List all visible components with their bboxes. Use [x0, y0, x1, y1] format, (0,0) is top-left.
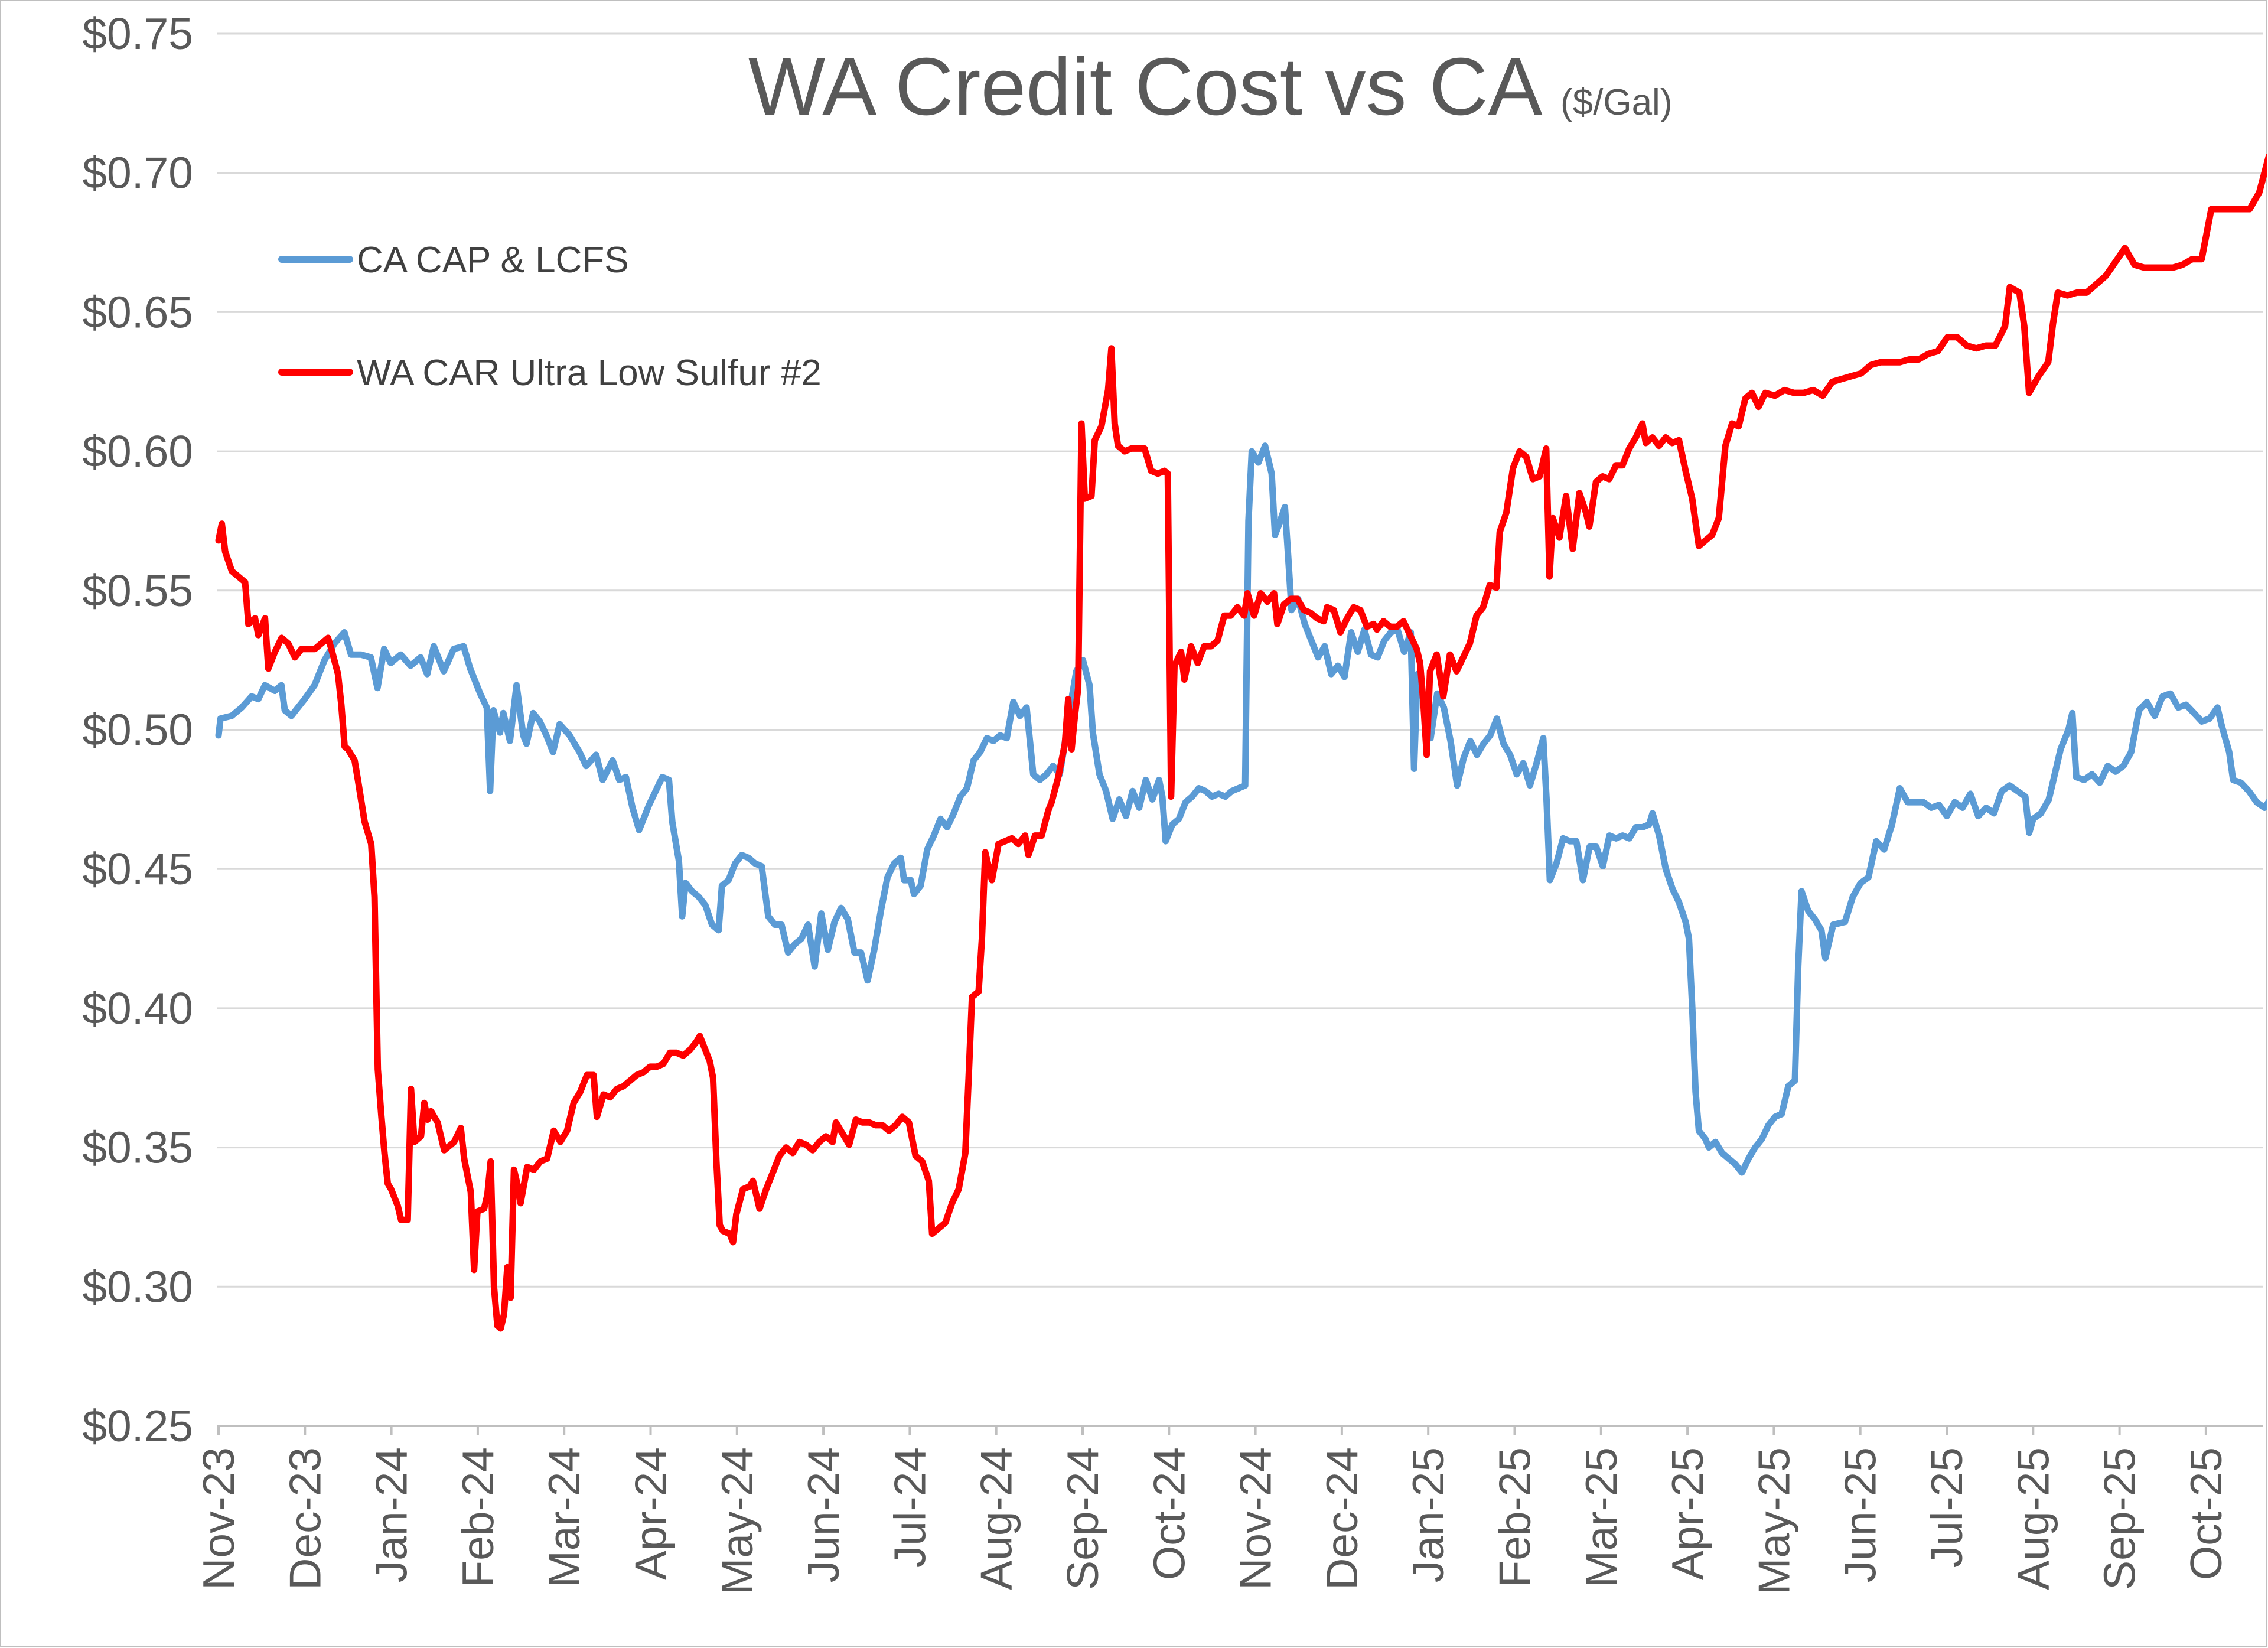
- y-tick-label: $0.75: [82, 9, 193, 58]
- x-tick-label-jan-25: Jan-25: [1403, 1447, 1453, 1582]
- x-tick-label-sep-25: Sep-25: [2095, 1447, 2145, 1590]
- x-tick-label-jul-25: Jul-25: [1922, 1447, 1972, 1568]
- x-tick-label-jun-24: Jun-24: [799, 1447, 848, 1582]
- x-tick-label-jul-24: Jul-24: [885, 1447, 934, 1568]
- x-tick-label-mar-25: Mar-25: [1576, 1447, 1626, 1588]
- x-axis-ticks: Nov-23 Dec-23 Jan-24 Feb-24 Mar-24 Apr-24 May-…: [194, 1426, 2231, 1595]
- gridlines: [217, 32, 2263, 1288]
- y-tick-label: $0.40: [82, 983, 193, 1033]
- y-tick-label: $0.60: [82, 426, 193, 476]
- x-tick-label-may-25: May-25: [1749, 1447, 1798, 1595]
- y-tick-label: $0.30: [82, 1262, 193, 1311]
- x-tick-label-mar-24: Mar-24: [539, 1447, 589, 1588]
- x-tick-label-may-24: May-24: [712, 1447, 762, 1595]
- x-tick-label-feb-25: Feb-25: [1490, 1447, 1540, 1588]
- y-tick-label: $0.65: [82, 287, 193, 337]
- series-line-wa-car-ultra-low-sulfur-2: [215, 153, 2267, 1332]
- x-tick-label-nov-24: Nov-24: [1231, 1447, 1280, 1590]
- x-tick-label-feb-24: Feb-24: [453, 1447, 503, 1588]
- legend: CA CAP & LCFS WA CAR Ultra Low Sulfur #2: [278, 240, 822, 393]
- y-tick-label: $0.50: [82, 705, 193, 755]
- y-tick-label: $0.45: [82, 844, 193, 894]
- x-tick-label-jan-24: Jan-24: [367, 1447, 416, 1582]
- y-tick-label: $0.55: [82, 566, 193, 615]
- y-tick-label: $0.70: [82, 148, 193, 198]
- chart-title: WA Credit Cost vs CA: [748, 41, 1543, 132]
- x-tick-label-sep-24: Sep-24: [1058, 1447, 1107, 1590]
- y-tick-label: $0.25: [82, 1401, 193, 1451]
- legend-label-ca-cap-lcfs: CA CAP & LCFS: [357, 240, 629, 281]
- series-lines: [215, 153, 2267, 1332]
- x-tick-label-jun-25: Jun-25: [1836, 1447, 1885, 1582]
- y-tick-label: $0.35: [82, 1123, 193, 1173]
- legend-label-wa-car-ulsd: WA CAR Ultra Low Sulfur #2: [357, 353, 822, 393]
- x-tick-label-oct-25: Oct-25: [2181, 1447, 2231, 1580]
- x-tick-label-aug-25: Aug-25: [2008, 1447, 2058, 1590]
- x-tick-label-apr-24: Apr-24: [626, 1447, 676, 1580]
- x-tick-label-dec-23: Dec-23: [280, 1447, 330, 1590]
- x-tick-label-apr-25: Apr-25: [1663, 1447, 1712, 1580]
- x-tick-label-aug-24: Aug-24: [972, 1447, 1021, 1590]
- x-tick-label-dec-24: Dec-24: [1317, 1447, 1367, 1590]
- x-tick-label-nov-23: Nov-23: [194, 1447, 243, 1590]
- series-line-ca-cap-lcfs: [215, 442, 2267, 1176]
- chart-subtitle: ($/Gal): [1560, 82, 1672, 123]
- y-axis-ticks: $0.25 $0.30 $0.35 $0.40 $0.45 $0.50 $0.55 $0.60…: [82, 9, 193, 1451]
- x-tick-label-oct-24: Oct-24: [1144, 1447, 1194, 1580]
